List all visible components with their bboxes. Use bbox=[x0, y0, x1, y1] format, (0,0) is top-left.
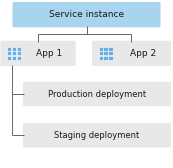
Text: App 2: App 2 bbox=[130, 49, 156, 58]
Text: Service instance: Service instance bbox=[49, 10, 124, 19]
Bar bbox=[99, 51, 103, 55]
Bar bbox=[108, 56, 113, 60]
Bar bbox=[12, 56, 16, 60]
Bar bbox=[7, 56, 11, 60]
Bar bbox=[108, 47, 113, 51]
Bar bbox=[7, 47, 11, 51]
FancyBboxPatch shape bbox=[23, 123, 171, 148]
Bar bbox=[12, 47, 16, 51]
Bar bbox=[16, 47, 21, 51]
Bar bbox=[103, 56, 108, 60]
Bar bbox=[108, 51, 113, 55]
Text: Production deployment: Production deployment bbox=[48, 90, 146, 99]
Bar bbox=[99, 47, 103, 51]
Bar bbox=[16, 51, 21, 55]
FancyBboxPatch shape bbox=[0, 41, 76, 66]
Bar bbox=[103, 47, 108, 51]
Bar bbox=[99, 56, 103, 60]
FancyBboxPatch shape bbox=[12, 2, 161, 27]
Bar bbox=[16, 56, 21, 60]
FancyBboxPatch shape bbox=[92, 41, 171, 66]
Bar bbox=[12, 51, 16, 55]
Bar bbox=[7, 51, 11, 55]
Text: Staging deployment: Staging deployment bbox=[54, 131, 139, 140]
FancyBboxPatch shape bbox=[23, 82, 171, 106]
Text: App 1: App 1 bbox=[36, 49, 62, 58]
Bar bbox=[103, 51, 108, 55]
